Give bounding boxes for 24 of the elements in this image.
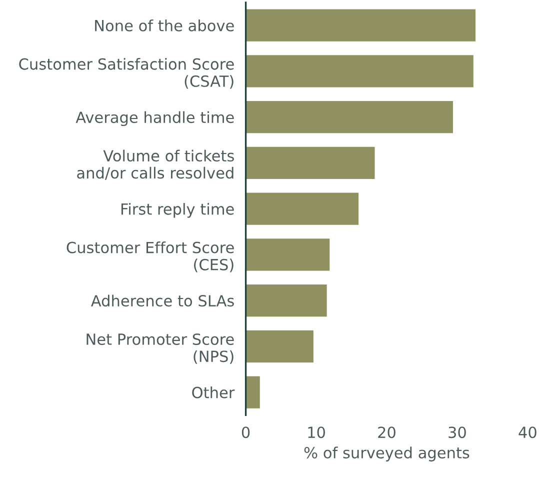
y-tick-label: Other: [192, 386, 235, 398]
y-tick-label: Customer Satisfaction Score (CSAT): [19, 58, 234, 89]
x-tick-label: 30: [448, 426, 466, 438]
bar: [246, 330, 314, 362]
y-tick-label: Customer Effort Score (CES): [66, 241, 234, 272]
y-tick-label: Average handle time: [76, 111, 234, 126]
x-tick-label: 20: [378, 426, 396, 438]
bar: [246, 376, 260, 408]
x-tick-label: 40: [518, 426, 536, 438]
y-tick-label: Net Promoter Score (NPS): [86, 333, 234, 364]
y-tick-label: None of the above: [95, 20, 234, 32]
bar: [246, 9, 476, 42]
bar: [246, 192, 359, 225]
x-tick-label: 0: [242, 426, 250, 438]
y-tick-label: First reply time: [121, 202, 234, 218]
bar: [246, 101, 453, 134]
bar: [246, 238, 330, 271]
y-tick-label: Adherence to SLAs: [90, 294, 234, 307]
bar: [246, 146, 375, 179]
x-axis-title: % of surveyed agents: [304, 446, 470, 462]
x-tick-label: 10: [308, 426, 325, 438]
bar: [246, 284, 327, 317]
y-tick-label: Volume of tickets and/or calls resolved: [77, 150, 234, 180]
bar: [246, 55, 474, 88]
